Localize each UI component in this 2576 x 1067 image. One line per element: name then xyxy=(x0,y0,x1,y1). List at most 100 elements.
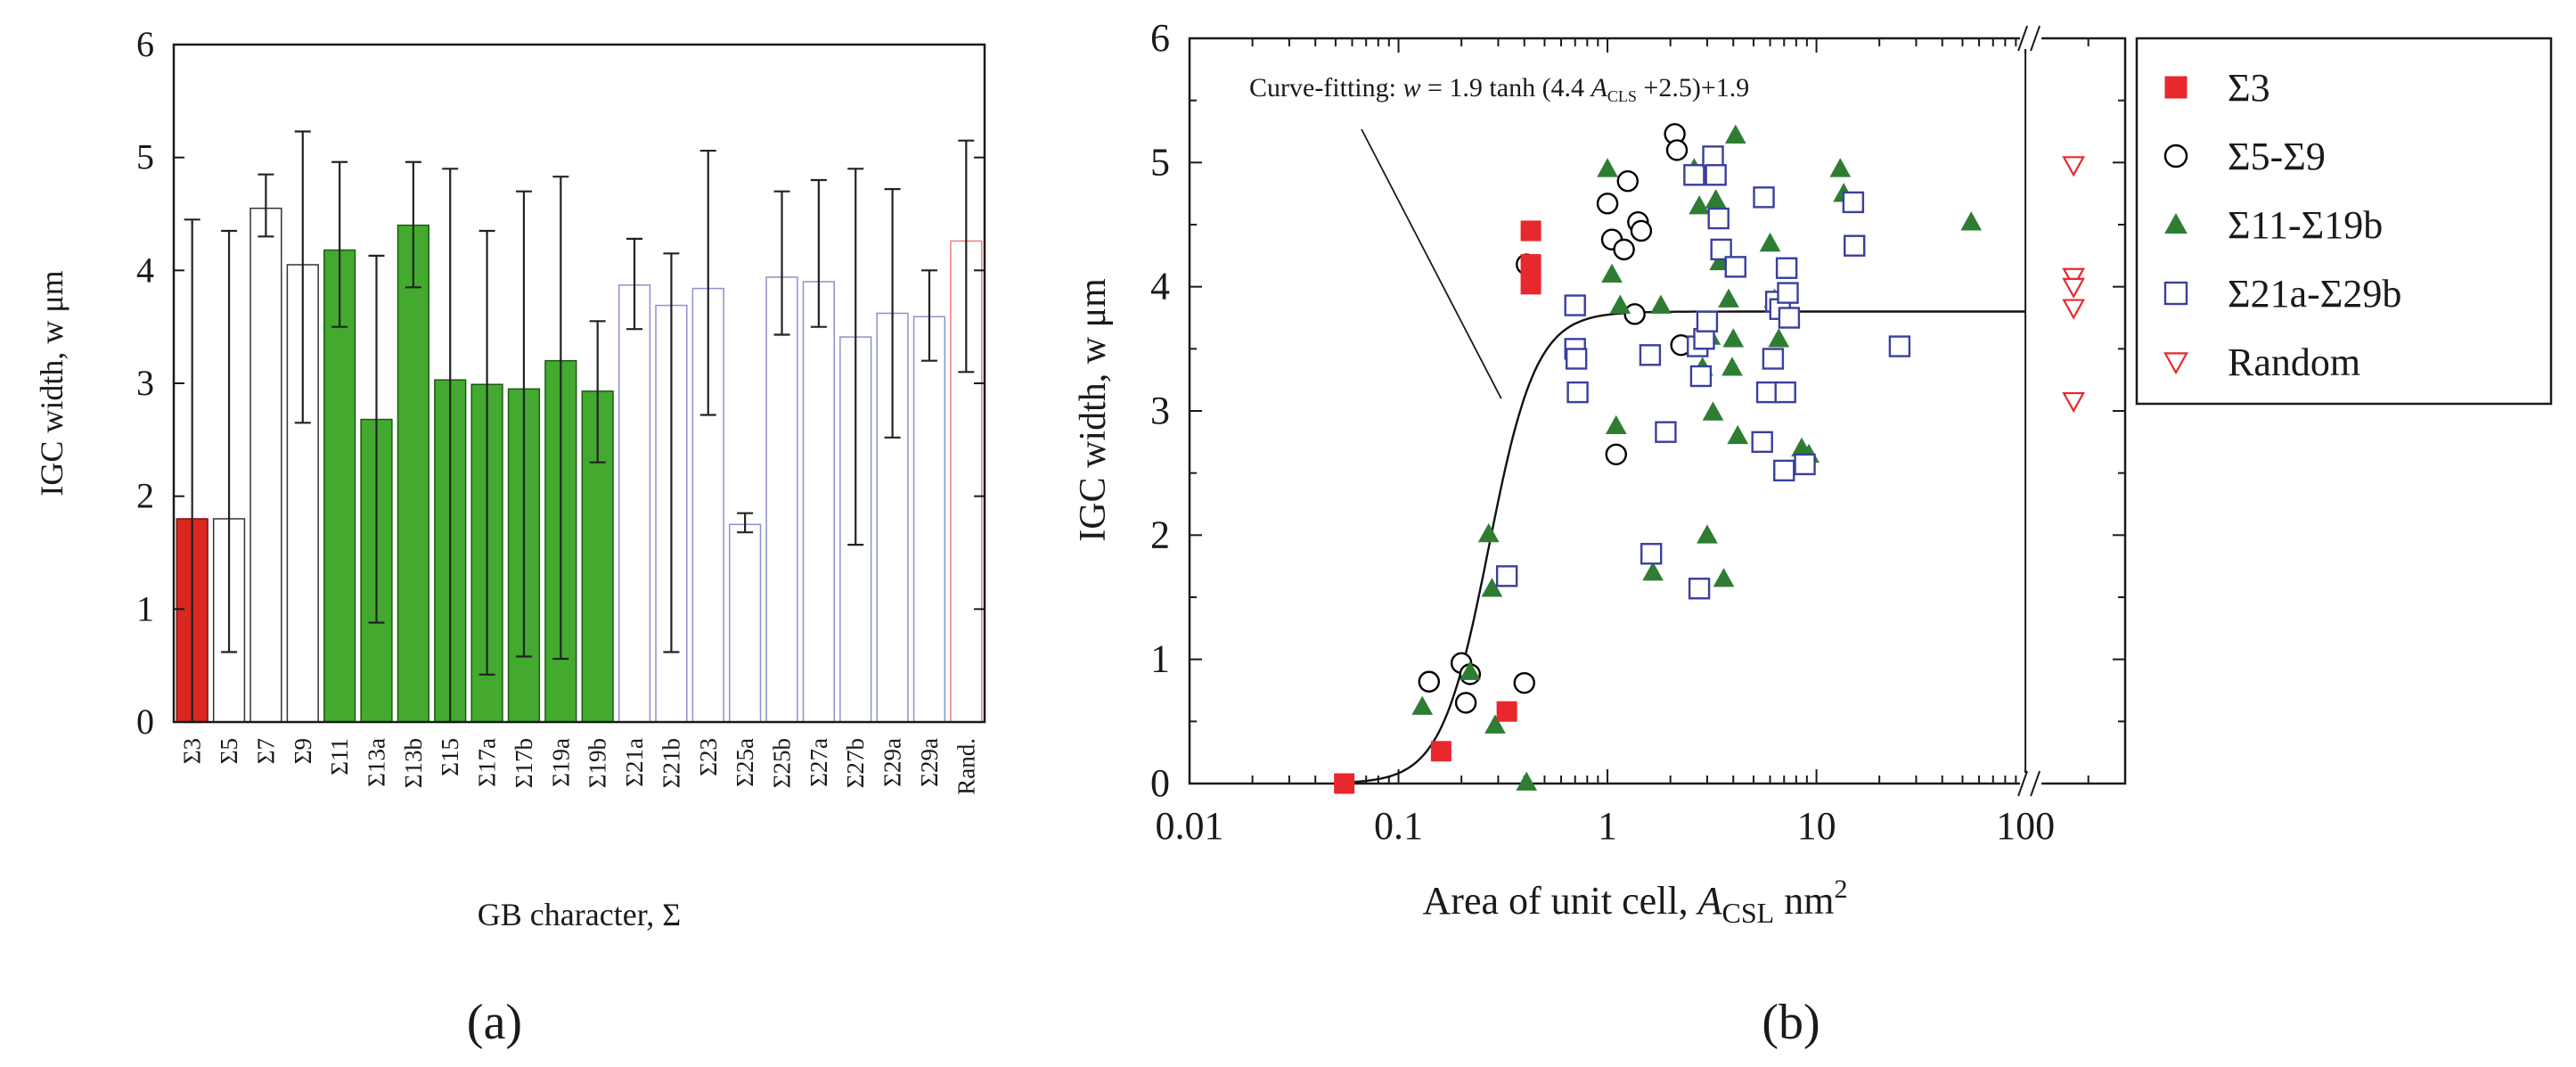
data-point-3-12 xyxy=(1650,294,1672,314)
data-point-2-9 xyxy=(1605,443,1627,465)
panel-b-y-axis: 0 1 2 3 4 5 6 xyxy=(1150,16,2125,805)
x-tick-label-20: Σ29a xyxy=(879,738,906,787)
legend-label-2: Σ5-Σ9 xyxy=(2228,135,2326,178)
panel-b-x-axis-label: Area of unit cell, ACSL nm2 xyxy=(1423,874,1848,929)
data-point-4-31 xyxy=(1794,453,1816,476)
y-tick-label-1: 1 xyxy=(136,588,154,628)
data-point-2-11 xyxy=(1616,170,1639,193)
data-point-3-11 xyxy=(1642,562,1664,581)
panel-b-data-points xyxy=(1334,123,2086,794)
data-point-4-6 xyxy=(1639,344,1662,366)
data-point-3-3 xyxy=(1477,522,1500,543)
data-point-4-11 xyxy=(1688,578,1711,600)
data-point-4-18 xyxy=(1710,238,1732,261)
legend-label-1: Σ3 xyxy=(2228,66,2270,110)
x-tick-label-5: Σ11 xyxy=(326,738,353,776)
data-point-2-3 xyxy=(1454,692,1477,714)
data-point-2-7 xyxy=(1596,193,1619,215)
panel-a-bar-chart: 0 1 2 3 4 5 6 Σ3 Σ5 Σ7 Σ9 Σ11 Σ13a Σ13b Σ15 Σ17a Σ17b Σ1… xyxy=(34,24,986,1050)
error-bar-3 xyxy=(258,173,274,238)
error-bar-9 xyxy=(478,229,495,676)
y-tick-label-6: 6 xyxy=(136,24,154,64)
legend-marker-5 xyxy=(2163,352,2188,375)
data-point-4-26 xyxy=(1773,459,1795,482)
x-tick-label-7: Σ13b xyxy=(400,738,427,788)
data-point-1-2 xyxy=(1430,741,1452,762)
error-bar-12 xyxy=(589,320,606,464)
error-bar-4 xyxy=(294,130,311,424)
data-point-3-5 xyxy=(1484,714,1506,734)
x-tick-label-17: Σ25b xyxy=(769,738,796,788)
data-point-1-6 xyxy=(1520,274,1542,295)
data-point-4-8 xyxy=(1655,421,1677,443)
data-point-3-10 xyxy=(1609,294,1631,314)
data-point-4-17 xyxy=(1707,207,1730,230)
data-point-3-32 xyxy=(1829,158,1852,177)
data-point-3-4 xyxy=(1481,578,1503,597)
y-tick-label-4: 4 xyxy=(1150,265,1170,308)
data-point-3-7 xyxy=(1597,158,1618,177)
series-4 xyxy=(1495,145,1911,600)
error-bar-11 xyxy=(552,176,569,661)
legend-marker-1 xyxy=(2164,76,2188,99)
x-tick-label-2: Σ5 xyxy=(216,738,242,764)
error-bar-20 xyxy=(884,188,901,439)
data-point-4-34 xyxy=(1888,335,1911,357)
data-point-2-14 xyxy=(1630,219,1653,242)
data-point-3-26 xyxy=(1727,424,1749,445)
data-point-4-12 xyxy=(1689,365,1713,388)
data-point-3-21 xyxy=(1713,568,1735,587)
data-point-4-33 xyxy=(1844,234,1866,257)
x-tick-label-4: Σ9 xyxy=(290,738,316,764)
data-point-4-28 xyxy=(1775,257,1798,279)
legend-frame xyxy=(2135,37,2553,406)
y-tick-label-3: 3 xyxy=(136,363,154,403)
axis-break-slash-2a xyxy=(2017,770,2029,797)
data-point-2-1 xyxy=(1418,670,1440,693)
x-tick-label-12: Σ19b xyxy=(585,738,611,788)
data-point-4-20 xyxy=(1751,431,1773,454)
x-tick-label-3: 10 xyxy=(1797,804,1836,848)
series-2 xyxy=(1418,123,1692,714)
axis-break-marks xyxy=(2017,25,2042,797)
data-point-4-19 xyxy=(1724,256,1746,278)
x-tick-label-19: Σ27b xyxy=(842,738,869,788)
x-tick-label-22: Rand. xyxy=(953,738,979,795)
axis-break-slash-2b xyxy=(2030,770,2041,797)
data-point-3-16 xyxy=(1697,524,1718,544)
legend-label-5: Random xyxy=(2228,341,2360,384)
y-tick-label-0: 0 xyxy=(1150,761,1170,805)
bar-21 xyxy=(912,316,946,723)
data-point-2-10 xyxy=(1613,238,1635,261)
x-tick-label-11: Σ19a xyxy=(547,738,574,787)
data-point-3-8 xyxy=(1601,263,1623,283)
y-tick-label-5: 5 xyxy=(136,137,154,177)
x-tick-label-0: 0.01 xyxy=(1156,804,1224,848)
data-point-3-34 xyxy=(1960,211,1983,231)
data-point-3-23 xyxy=(1721,357,1743,376)
data-point-3-1 xyxy=(1411,695,1434,715)
bar-13 xyxy=(617,284,651,723)
x-tick-label-2: 1 xyxy=(1598,804,1617,848)
data-point-2-5 xyxy=(1513,671,1535,694)
series-1 xyxy=(1334,220,1542,794)
data-point-3-25 xyxy=(1724,124,1746,144)
legend-label-4: Σ21a-Σ29b xyxy=(2228,272,2401,316)
data-point-4-16 xyxy=(1705,164,1727,186)
bar-5 xyxy=(323,249,356,723)
error-bar-14 xyxy=(663,252,680,653)
data-point-5-3 xyxy=(2062,277,2086,299)
data-point-3-9 xyxy=(1605,414,1627,435)
data-point-4-29 xyxy=(1777,282,1799,304)
legend-marker-4 xyxy=(2163,281,2188,306)
data-point-4-27 xyxy=(1774,381,1796,404)
error-bar-17 xyxy=(773,190,790,336)
error-bar-22 xyxy=(958,139,975,373)
x-tick-label-14: Σ21b xyxy=(658,738,684,788)
data-point-3-29 xyxy=(1768,328,1790,348)
panel-a-y-axis: 0 1 2 3 4 5 6 xyxy=(136,24,985,742)
fit-annotation: Curve-fitting: w = 1.9 tanh (4.4 ACLS +2… xyxy=(1249,73,1749,105)
error-bar-10 xyxy=(515,190,532,658)
bar-18 xyxy=(802,281,835,723)
